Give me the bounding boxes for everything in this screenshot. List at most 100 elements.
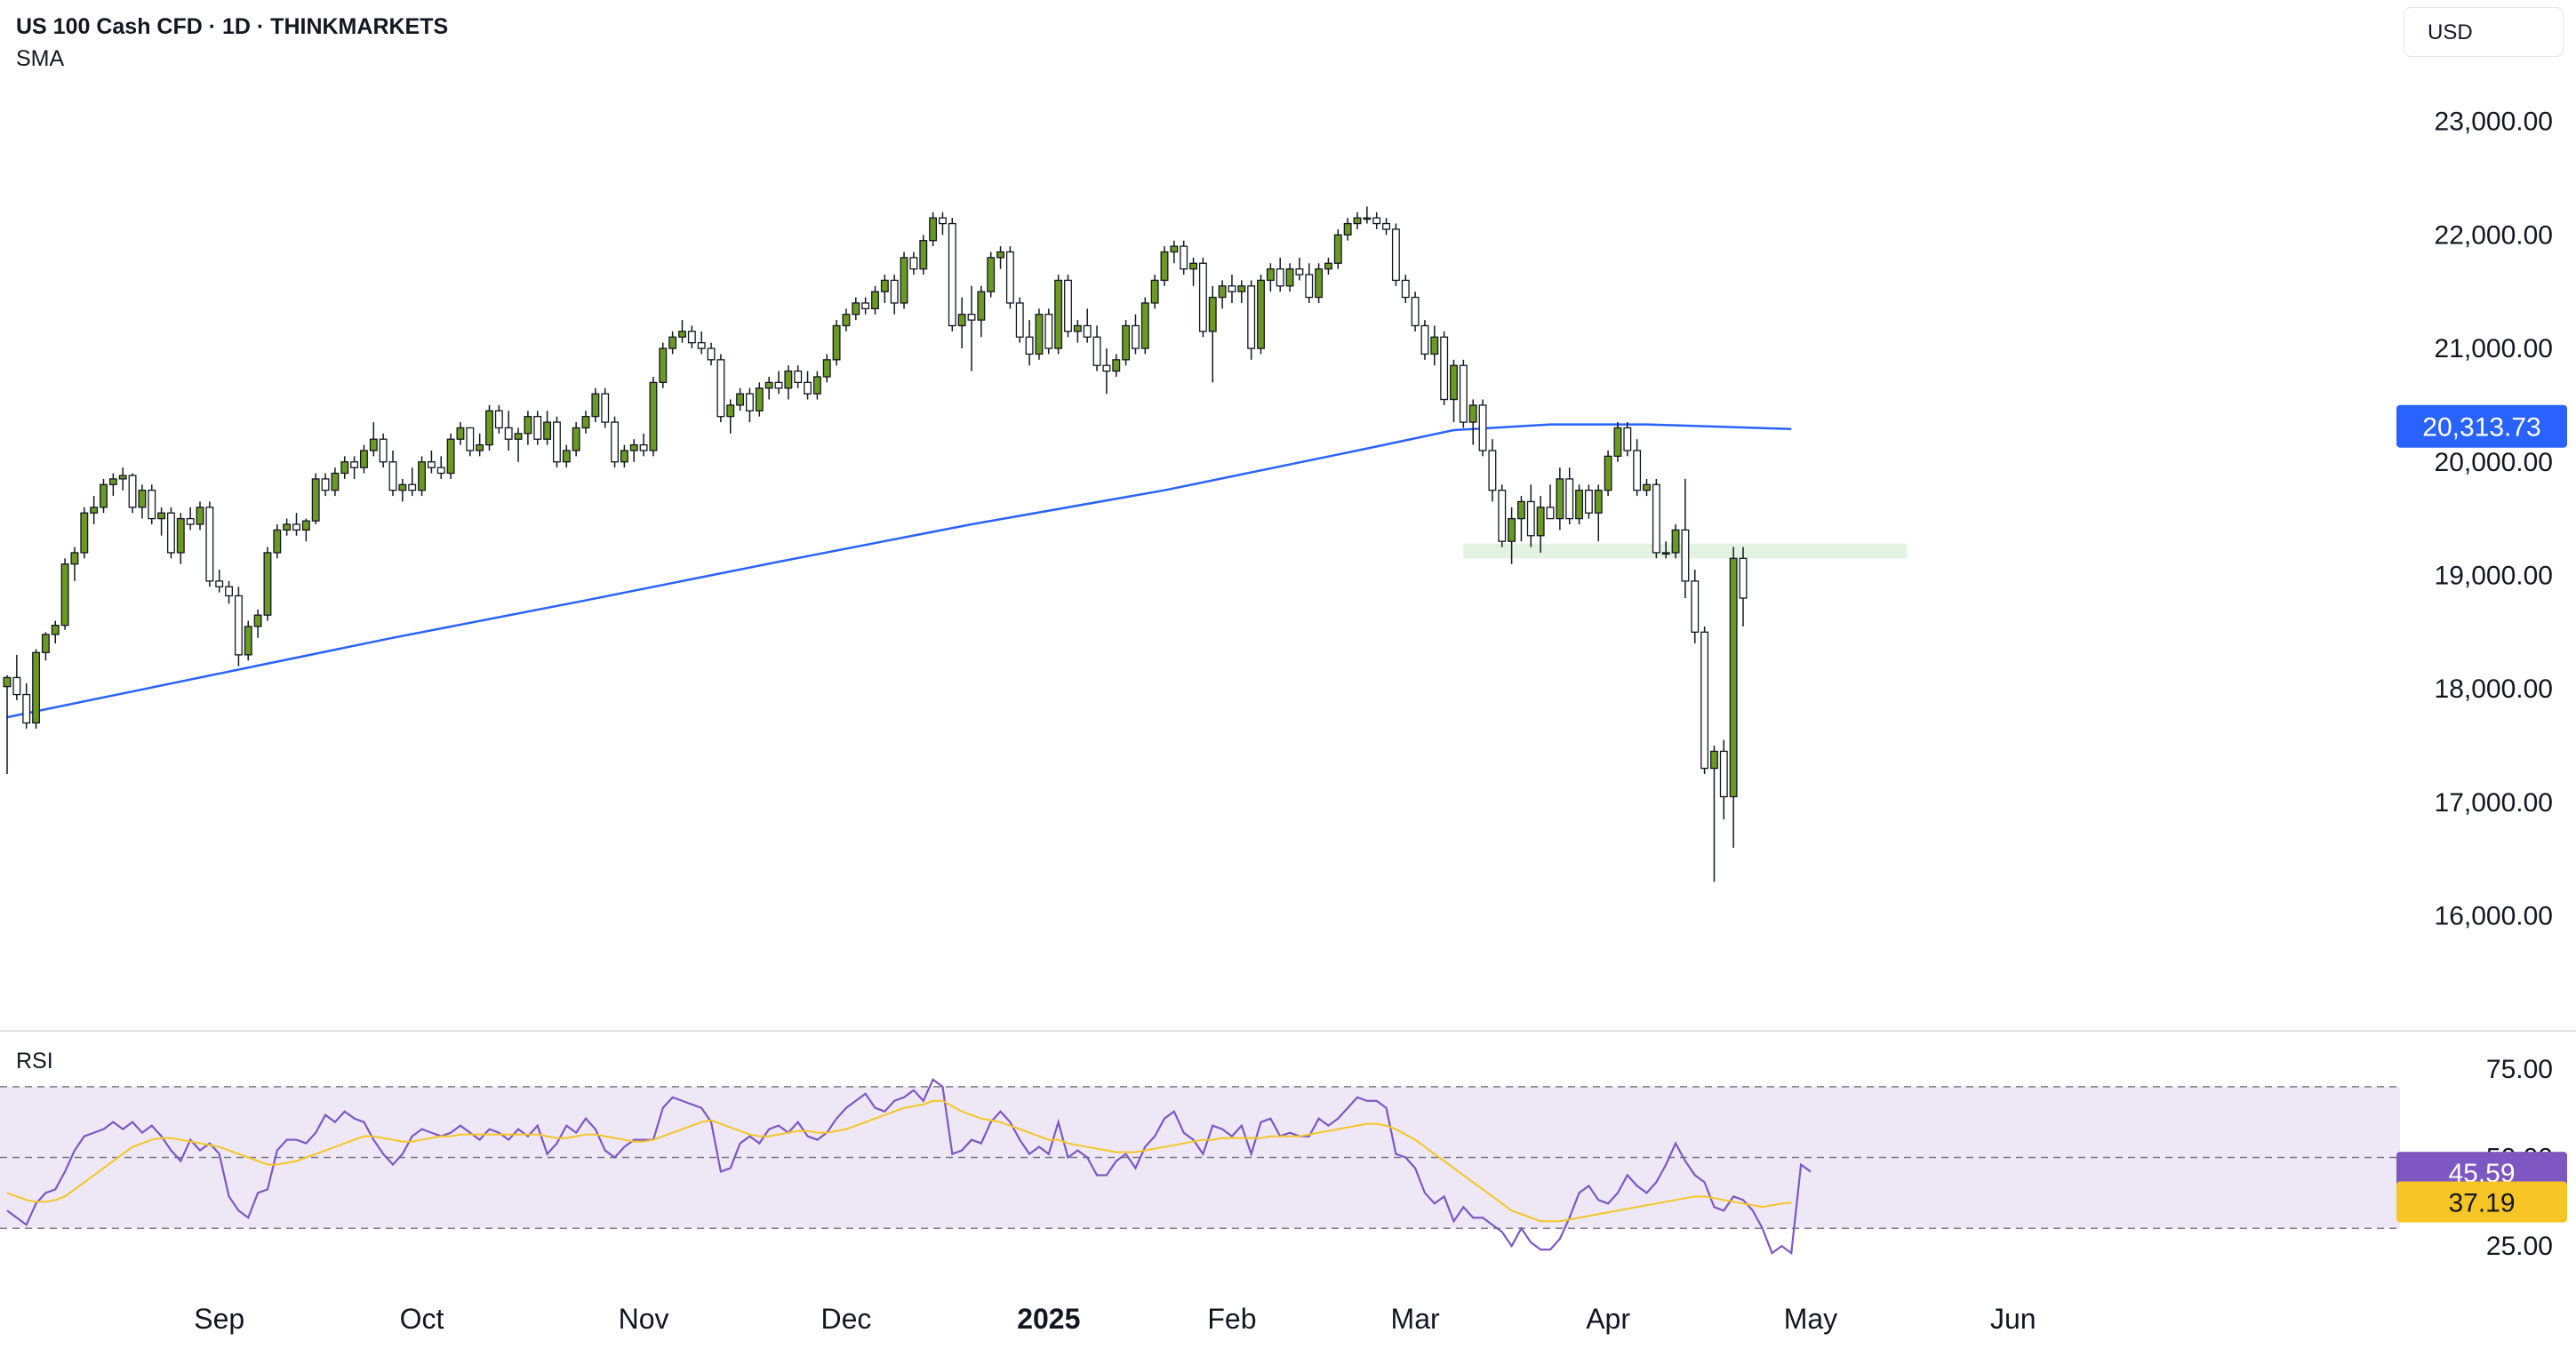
candle-body	[611, 421, 619, 463]
currency-button[interactable]: USD	[2404, 7, 2564, 57]
candle-body	[1739, 557, 1748, 599]
candle	[196, 501, 204, 531]
candle	[804, 371, 812, 400]
candle-body	[108, 478, 117, 485]
candle	[494, 404, 503, 434]
candle	[1584, 484, 1593, 519]
candle-body	[1420, 324, 1429, 355]
candle-body	[977, 291, 986, 321]
candle-body	[32, 651, 40, 724]
last-price-badge	[2396, 404, 2567, 448]
candle-body	[118, 475, 127, 480]
candle	[1276, 257, 1284, 292]
candle	[1372, 212, 1381, 229]
candle	[1604, 450, 1612, 497]
candle	[350, 456, 359, 479]
candle	[746, 387, 754, 423]
candle	[861, 297, 870, 315]
candle-body	[1450, 364, 1458, 401]
candle-body	[388, 461, 397, 491]
candle-body	[1005, 251, 1014, 304]
candle-body	[1083, 324, 1092, 338]
candle	[1594, 484, 1603, 542]
candle	[51, 620, 60, 644]
candle-body	[880, 279, 889, 292]
candle	[977, 285, 986, 338]
candle	[1064, 275, 1072, 338]
candle	[620, 444, 628, 468]
candle-body	[1411, 296, 1420, 327]
candle	[543, 411, 552, 445]
candle-body	[90, 507, 99, 514]
candle	[388, 450, 397, 497]
candle	[716, 354, 725, 423]
candle	[118, 467, 127, 491]
candle-body	[1257, 279, 1265, 349]
candle	[1430, 325, 1439, 366]
candle	[225, 580, 233, 604]
candle	[12, 654, 21, 700]
candle-body	[427, 461, 436, 468]
candle	[880, 275, 889, 303]
candle	[1132, 314, 1140, 355]
candle-body	[1247, 285, 1256, 349]
candle-body	[1015, 302, 1024, 338]
candle-body	[939, 217, 947, 225]
candle	[1092, 325, 1101, 371]
candle	[1305, 263, 1314, 303]
candle	[456, 422, 465, 445]
candle-body	[736, 393, 745, 406]
candle-body	[138, 490, 147, 508]
candle-body	[659, 347, 668, 384]
candle-body	[1440, 336, 1449, 401]
time-axis: Sep Oct Nov Dec 2025 Feb Mar Apr May Jun	[194, 1303, 2036, 1335]
candle	[1526, 484, 1535, 547]
candle-body	[456, 427, 465, 440]
candle	[1420, 320, 1429, 360]
candle	[1180, 240, 1188, 275]
candle-body	[639, 443, 648, 451]
candle	[852, 297, 860, 321]
candle	[1719, 739, 1728, 820]
time-tick-label: Apr	[1586, 1303, 1630, 1335]
candle	[408, 467, 417, 497]
candle-body	[263, 552, 272, 616]
candle	[987, 251, 996, 298]
time-tick-label: Nov	[619, 1303, 669, 1335]
candle	[436, 456, 445, 479]
candle	[755, 382, 764, 417]
candle-body	[1556, 478, 1564, 520]
candle	[572, 422, 580, 457]
candle-body	[996, 251, 1004, 259]
candle	[1517, 496, 1525, 542]
sma-line	[6, 423, 1792, 719]
candle-body	[1170, 245, 1179, 253]
candle	[1468, 399, 1477, 445]
indicator-label[interactable]: SMA	[16, 46, 65, 71]
candle	[476, 433, 484, 457]
candle	[948, 218, 956, 331]
candle-body	[524, 416, 532, 435]
candle-body	[1488, 450, 1497, 491]
candle-body	[1305, 274, 1314, 299]
candle-body	[1536, 507, 1545, 537]
candle	[919, 235, 928, 275]
candle-body	[514, 433, 523, 440]
candle	[736, 387, 745, 411]
candle-body	[1671, 529, 1680, 554]
candle-body	[1237, 285, 1246, 292]
candle	[3, 675, 12, 774]
candle-body	[1681, 529, 1690, 582]
candle	[996, 246, 1004, 269]
candle-body	[80, 512, 89, 554]
candle	[1498, 484, 1507, 547]
candle-body	[1160, 251, 1169, 282]
candle	[812, 371, 821, 400]
candle-body	[1729, 557, 1738, 798]
candle	[1044, 308, 1053, 355]
candle-body	[533, 416, 542, 440]
candle	[1478, 399, 1487, 457]
rsi-indicator-label[interactable]: RSI	[16, 1049, 53, 1074]
candle	[369, 422, 378, 457]
